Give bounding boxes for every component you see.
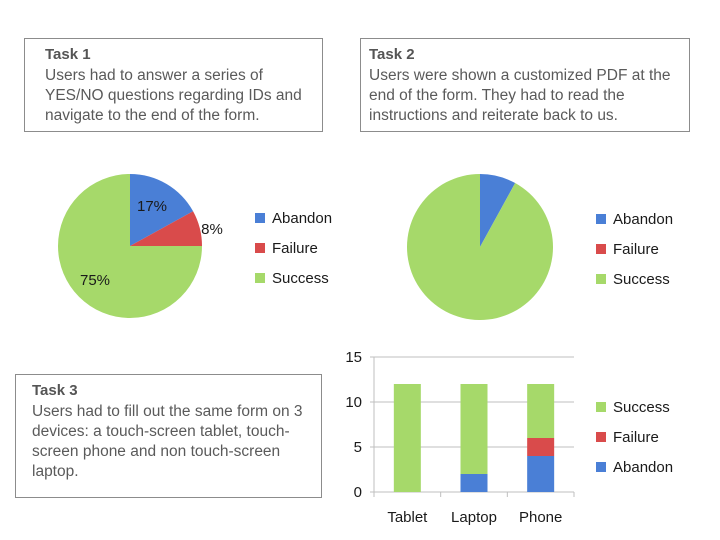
pie-slice-success	[58, 174, 202, 318]
legend-label-success: Success	[613, 271, 670, 288]
y-tick-label: 5	[354, 439, 362, 456]
task-2-box: Task 2 Users were shown a customized PDF…	[360, 38, 690, 132]
legend-swatch-failure	[596, 244, 606, 254]
legend-swatch-success	[255, 273, 265, 283]
data-label-success: 75%	[80, 272, 110, 289]
task-3-description: Users had to fill out the same form on 3…	[32, 403, 303, 480]
data-label-failure: 8%	[201, 221, 223, 238]
task-2-title: Task 2	[369, 46, 415, 63]
y-tick-label: 15	[345, 349, 362, 366]
x-tick-label-tablet: Tablet	[387, 509, 428, 526]
pie-slice-failure	[130, 211, 202, 246]
data-label-abandon: 17%	[137, 198, 167, 215]
pie-slice-abandon	[480, 174, 516, 247]
legend-swatch-abandon	[596, 214, 606, 224]
task-1-box: Task 1 Users had to answer a series of Y…	[24, 38, 323, 132]
legend-label-abandon: Abandon	[272, 210, 332, 227]
x-tick-label-laptop: Laptop	[451, 509, 497, 526]
task-3-box: Task 3 Users had to fill out the same fo…	[15, 374, 322, 498]
x-tick-label-phone: Phone	[519, 509, 562, 526]
pie-slice-success	[407, 174, 554, 320]
bar-laptop-success	[460, 384, 488, 474]
legend-swatch-success	[596, 402, 606, 412]
legend-swatch-success	[596, 274, 606, 284]
y-tick-label: 10	[345, 394, 362, 411]
bar-tablet-success	[393, 384, 421, 492]
legend-label-failure: Failure	[613, 241, 659, 258]
legend-label-abandon: Abandon	[613, 459, 673, 476]
legend-swatch-failure	[596, 432, 606, 442]
pie-slice-abandon	[130, 174, 194, 246]
legend-label-success: Success	[613, 399, 670, 416]
legend-swatch-abandon	[255, 213, 265, 223]
legend-label-failure: Failure	[613, 429, 659, 446]
legend-swatch-failure	[255, 243, 265, 253]
task-3-title: Task 3	[32, 382, 78, 399]
bar-phone-failure	[527, 438, 555, 456]
bar-phone-success	[527, 384, 555, 438]
y-tick-label: 0	[354, 484, 362, 501]
legend-label-success: Success	[272, 270, 329, 287]
bar-laptop-abandon	[460, 474, 488, 492]
legend-label-abandon: Abandon	[613, 211, 673, 228]
legend-label-failure: Failure	[272, 240, 318, 257]
task-1-description: Users had to answer a series of YES/NO q…	[45, 67, 302, 124]
legend-swatch-abandon	[596, 462, 606, 472]
task-1-title: Task 1	[45, 46, 91, 63]
task-2-description: Users were shown a customized PDF at the…	[369, 67, 671, 124]
bar-phone-abandon	[527, 456, 555, 492]
